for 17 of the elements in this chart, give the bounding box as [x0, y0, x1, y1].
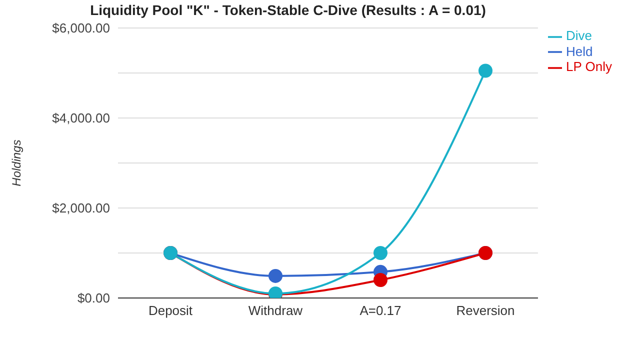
- y-tick-label: $2,000.00: [52, 200, 110, 216]
- chart-title: Liquidity Pool "K" - Token-Stable C-Dive (Results : A = 0.01): [89, 2, 487, 18]
- legend-label: Dive: [566, 28, 592, 43]
- legend-label: Held: [566, 44, 593, 59]
- legend-label: LP Only: [566, 59, 612, 74]
- x-tick-label: A=0.17: [360, 303, 402, 318]
- x-tick-label: Deposit: [148, 303, 193, 318]
- y-tick-label: $4,000.00: [52, 110, 110, 126]
- point: [478, 64, 492, 78]
- x-tick-label: Reversion: [456, 303, 515, 318]
- y-tick-label: $6,000.00: [52, 20, 110, 36]
- point: [373, 246, 388, 260]
- x-tick-label: Withdraw: [248, 303, 304, 318]
- y-axis-title: Holdings: [9, 140, 24, 186]
- point: [268, 268, 282, 283]
- point: [373, 273, 388, 287]
- y-tick-label: $0.00: [77, 290, 110, 306]
